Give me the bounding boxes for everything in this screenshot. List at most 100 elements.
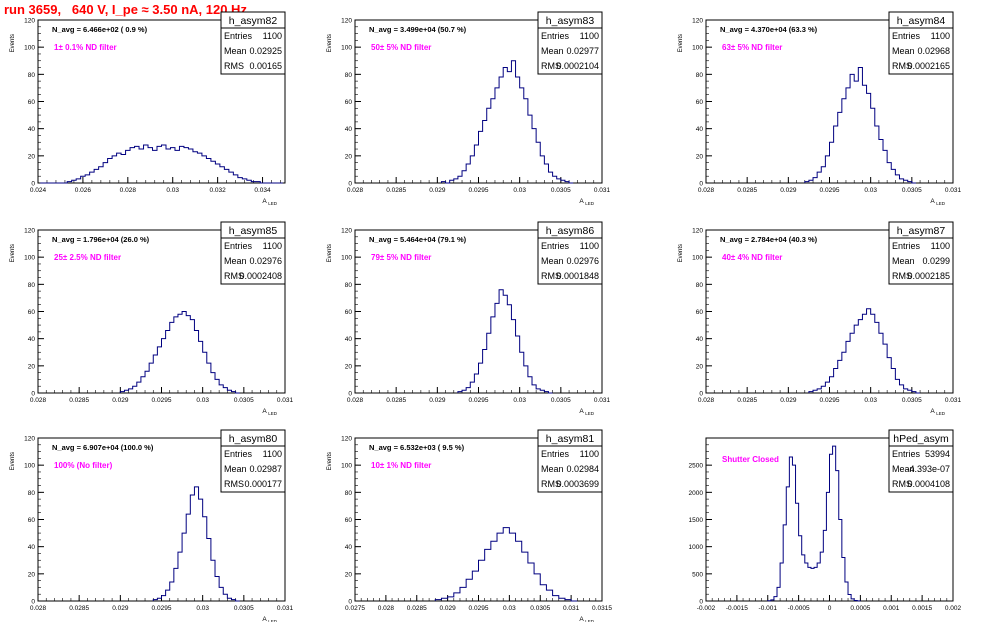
x-tick-label: 0.0295 bbox=[820, 187, 840, 194]
histogram-name: h_asym83 bbox=[546, 15, 595, 27]
histogram-panel: 0 20 40 60 80 100 120 0.024 0.026 0.028 0.03 0.032 0… bbox=[10, 11, 286, 206]
filter-label: 10± 1% ND filter bbox=[371, 461, 431, 470]
x-tick-label: 0.0295 bbox=[820, 397, 840, 404]
stats-key: RMS bbox=[541, 61, 561, 71]
x-tick-label: 0.0285 bbox=[407, 605, 427, 612]
y-axis-title: Events bbox=[10, 452, 16, 470]
y-tick-label: 0 bbox=[348, 599, 352, 606]
filter-label: 50± 5% ND filter bbox=[371, 43, 431, 52]
stats-value: 0.0002408 bbox=[239, 271, 282, 281]
y-tick-label: 40 bbox=[345, 544, 353, 551]
stats-key: RMS bbox=[892, 479, 912, 489]
y-tick-label: 0 bbox=[31, 181, 35, 188]
histogram-line bbox=[119, 311, 240, 394]
y-axis-title: Events bbox=[327, 244, 333, 262]
navg-label: N_avg = 4.370e+04 (63.3 %) bbox=[720, 25, 818, 34]
stats-key: Mean bbox=[892, 464, 915, 474]
x-tick-label: 0.0295 bbox=[469, 605, 489, 612]
stats-box bbox=[537, 445, 603, 493]
y-tick-label: 120 bbox=[692, 228, 703, 235]
x-tick-label: 0.028 bbox=[698, 397, 715, 404]
y-tick-label: 100 bbox=[341, 45, 352, 52]
x-tick-label: 0.029 bbox=[112, 605, 129, 612]
x-tick-label: 0.031 bbox=[945, 397, 962, 404]
filter-label: 63± 5% ND filter bbox=[722, 43, 782, 52]
y-tick-label: 20 bbox=[696, 153, 704, 160]
x-tick-label: -0.0015 bbox=[726, 605, 748, 612]
y-tick-label: 40 bbox=[345, 126, 353, 133]
x-tick-label: 0.0295 bbox=[152, 605, 172, 612]
stats-key: RMS bbox=[892, 61, 912, 71]
histogram-line bbox=[40, 144, 283, 184]
x-tick-label: 0.031 bbox=[945, 187, 962, 194]
x-tick-label: 0.0285 bbox=[69, 397, 89, 404]
stats-value: 0.02968 bbox=[917, 46, 950, 56]
stats-value: 0.000177 bbox=[244, 479, 282, 489]
y-tick-label: 2500 bbox=[689, 463, 704, 470]
stats-value: 0.02976 bbox=[566, 256, 599, 266]
y-axis-title: Events bbox=[327, 452, 333, 470]
histogram-name: h_asym80 bbox=[229, 433, 278, 445]
histogram-panel: 0 20 40 60 80 100 120 0.028 0.0285 0.029 0.0295 0.0… bbox=[678, 11, 962, 206]
y-tick-label: 120 bbox=[692, 18, 703, 25]
x-tick-label: 0.0275 bbox=[345, 605, 365, 612]
y-tick-label: 100 bbox=[24, 255, 35, 262]
x-tick-label: 0.0285 bbox=[737, 187, 757, 194]
x-tick-label: 0.0285 bbox=[737, 397, 757, 404]
y-tick-label: 40 bbox=[28, 544, 36, 551]
y-tick-label: 40 bbox=[28, 126, 36, 133]
stats-key: Entries bbox=[224, 241, 253, 251]
histogram-line bbox=[152, 486, 240, 602]
x-tick-label: 0.0305 bbox=[551, 187, 571, 194]
histogram-panel: 0 500 1000 1500 2000 2500 -0.002 -0.0015 -0.001 -… bbox=[689, 429, 962, 612]
y-tick-label: 60 bbox=[28, 99, 36, 106]
x-tick-label: 0.002 bbox=[945, 605, 962, 612]
y-axis-title: Events bbox=[10, 244, 16, 262]
y-tick-label: 80 bbox=[28, 282, 36, 289]
x-tick-label: 0.03 bbox=[864, 187, 877, 194]
histogram-name: h_asym85 bbox=[229, 225, 278, 237]
y-tick-label: 40 bbox=[28, 336, 36, 343]
stats-value: -4.393e-07 bbox=[906, 464, 950, 474]
x-tick-label: 0.034 bbox=[254, 187, 271, 194]
stats-key: Entries bbox=[541, 449, 570, 459]
y-tick-label: 120 bbox=[24, 18, 35, 25]
y-tick-label: 20 bbox=[345, 153, 353, 160]
x-tick-label: 0.024 bbox=[30, 187, 47, 194]
y-axis-title: Events bbox=[10, 34, 16, 52]
stats-value: 53994 bbox=[925, 449, 950, 459]
stats-key: Mean bbox=[541, 46, 564, 56]
x-tick-label: 0.0305 bbox=[902, 397, 922, 404]
x-axis-title: A LED bbox=[579, 616, 594, 622]
histogram-line bbox=[434, 527, 578, 602]
stats-value: 0.02925 bbox=[249, 46, 282, 56]
stats-key: Mean bbox=[224, 256, 247, 266]
stats-key: RMS bbox=[541, 271, 561, 281]
y-tick-label: 500 bbox=[692, 571, 703, 578]
stats-box bbox=[888, 27, 954, 75]
x-tick-label: 0.0305 bbox=[902, 187, 922, 194]
stats-key: Mean bbox=[541, 464, 564, 474]
y-tick-label: 120 bbox=[24, 228, 35, 235]
y-tick-label: 80 bbox=[345, 282, 353, 289]
y-tick-label: 20 bbox=[28, 363, 36, 370]
y-tick-label: 80 bbox=[28, 72, 36, 79]
y-tick-label: 20 bbox=[345, 571, 353, 578]
x-tick-label: 0.0305 bbox=[551, 397, 571, 404]
y-tick-label: 120 bbox=[341, 228, 352, 235]
stats-key: Mean bbox=[224, 46, 247, 56]
stats-key: Mean bbox=[892, 256, 915, 266]
y-tick-label: 40 bbox=[696, 336, 704, 343]
navg-label: N_avg = 5.464e+04 (79.1 %) bbox=[369, 235, 467, 244]
stats-value: 1100 bbox=[580, 241, 599, 251]
y-tick-label: 20 bbox=[345, 363, 353, 370]
y-tick-label: 60 bbox=[345, 99, 353, 106]
stats-value: 0.02987 bbox=[249, 464, 282, 474]
stats-key: Mean bbox=[892, 46, 915, 56]
x-axis-title: A LED bbox=[930, 408, 945, 416]
x-tick-label: 0.0295 bbox=[152, 397, 172, 404]
y-tick-label: 2000 bbox=[689, 490, 704, 497]
x-tick-label: 0.031 bbox=[277, 605, 294, 612]
x-axis-title: A LED bbox=[262, 616, 277, 622]
x-tick-label: 0.001 bbox=[883, 605, 900, 612]
